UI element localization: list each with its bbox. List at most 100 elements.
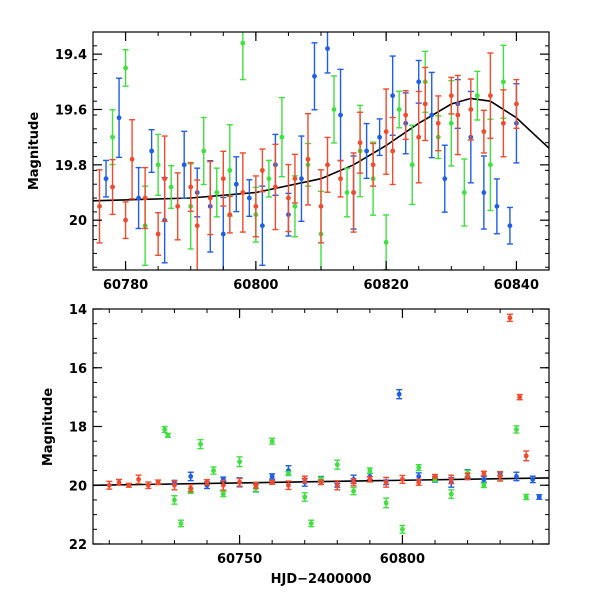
- top-point-red-7: [174, 172, 181, 241]
- bottom-point-red-4: [145, 481, 152, 490]
- top-point-red-4: [142, 166, 149, 230]
- bottom-point-green-8: [236, 456, 243, 468]
- top-point-red-12: [226, 195, 233, 234]
- top-point-green-17: [344, 167, 351, 218]
- bottom-ytick-label-3: 20: [69, 479, 87, 494]
- top-point-red-22: [337, 159, 344, 198]
- bottom-point-red-16: [334, 480, 341, 491]
- top-point-red-27: [389, 116, 396, 186]
- bottom-ytick-label-0: 14: [69, 303, 87, 318]
- top-point-blue-30: [506, 206, 513, 245]
- bottom-point-red-6: [171, 480, 178, 491]
- bottom-point-green-3: [177, 519, 184, 528]
- top-point-red-13: [239, 152, 246, 233]
- bottom-xlabel: HJD−2400000: [271, 572, 372, 587]
- top-point-blue-14: [298, 135, 305, 222]
- top-point-red-6: [161, 135, 168, 222]
- top-point-green-16: [331, 75, 338, 144]
- bottom-point-red-29: [523, 450, 530, 462]
- top-point-blue-2: [135, 166, 142, 230]
- top-point-red-28: [402, 89, 409, 141]
- top-point-blue-9: [233, 156, 240, 213]
- top-point-red-37: [500, 89, 507, 158]
- bottom-point-blue-1: [187, 471, 194, 482]
- top-point-blue-20: [376, 118, 383, 157]
- top-point-green-4: [168, 164, 175, 209]
- top-point-red-25: [370, 142, 377, 187]
- bottom-panel-frame: [92, 308, 550, 545]
- top-point-blue-11: [259, 185, 266, 266]
- bottom-point-green-10: [269, 437, 276, 445]
- bottom-point-red-23: [448, 474, 455, 485]
- bottom-point-red-28: [516, 393, 523, 401]
- bottom-point-blue-19: [480, 475, 487, 483]
- top-point-red-31: [435, 95, 442, 152]
- top-point-green-26: [461, 158, 468, 227]
- bottom-ytick-label-1: 16: [69, 362, 87, 377]
- top-point-green-9: [239, 32, 246, 81]
- top-point-red-30: [422, 66, 429, 142]
- top-point-blue-10: [246, 179, 253, 218]
- top-point-red-8: [187, 161, 194, 213]
- top-point-red-9: [194, 179, 201, 270]
- bottom-point-red-25: [480, 470, 487, 477]
- top-point-green-7: [213, 167, 220, 218]
- bottom-point-red-11: [252, 481, 259, 489]
- bottom-point-green-11: [285, 470, 292, 477]
- top-point-red-3: [129, 119, 136, 200]
- top-point-red-10: [207, 160, 214, 236]
- bottom-point-green-27: [523, 493, 530, 501]
- top-point-green-20: [383, 214, 390, 270]
- top-ylabel: Magnitude: [27, 112, 42, 191]
- top-point-blue-19: [363, 122, 370, 180]
- top-point-red-29: [415, 90, 422, 184]
- top-point-green-3: [155, 133, 162, 196]
- bottom-point-green-16: [350, 486, 357, 496]
- top-point-green-6: [200, 116, 207, 186]
- top-point-red-32: [448, 76, 455, 115]
- bottom-point-green-13: [308, 519, 315, 528]
- top-point-green-27: [474, 70, 481, 121]
- bottom-point-red-14: [301, 475, 308, 484]
- bottom-point-red-5: [155, 479, 162, 486]
- top-point-red-14: [252, 175, 259, 238]
- top-point-blue-5: [181, 130, 188, 200]
- top-point-blue-8: [220, 196, 227, 270]
- bottom-point-blue-21: [513, 471, 520, 482]
- bottom-point-green-18: [383, 497, 390, 509]
- bottom-point-red-3: [135, 474, 142, 485]
- bottom-point-red-19: [383, 476, 390, 488]
- top-point-green-11: [265, 159, 272, 198]
- bottom-point-green-22: [448, 489, 455, 499]
- bottom-point-green-20: [415, 464, 422, 472]
- bottom-point-red-12: [269, 479, 276, 485]
- top-point-red-18: [291, 153, 298, 204]
- top-point-green-0: [109, 109, 116, 166]
- bottom-point-red-1: [116, 478, 123, 486]
- bottom-point-green-7: [220, 490, 227, 498]
- top-data-marks: [93, 32, 549, 270]
- top-point-red-1: [109, 158, 116, 216]
- top-point-blue-1: [116, 77, 123, 159]
- bottom-point-green-1: [164, 432, 171, 438]
- bottom-point-red-7: [187, 483, 194, 493]
- top-ytick-label-3: 20: [69, 214, 87, 229]
- top-point-red-20: [318, 169, 324, 244]
- bottom-point-blue-14: [396, 388, 403, 400]
- bottom-point-red-22: [432, 473, 438, 480]
- top-point-red-19: [304, 112, 311, 206]
- bottom-point-green-5: [197, 438, 204, 450]
- bottom-point-red-10: [236, 477, 243, 487]
- bottom-point-red-17: [350, 478, 357, 487]
- bottom-point-red-13: [285, 480, 292, 491]
- top-point-red-11: [220, 150, 227, 207]
- top-point-red-36: [487, 52, 494, 139]
- bottom-point-green-2: [171, 495, 178, 505]
- bottom-point-red-27: [506, 313, 513, 323]
- bottom-point-red-24: [464, 472, 471, 481]
- bottom-axis-ticks: 60750 60800 14 16 18 20 22: [69, 303, 549, 567]
- bottom-data-marks: [93, 313, 549, 534]
- top-point-green-22: [409, 124, 416, 206]
- bottom-point-red-9: [220, 479, 227, 491]
